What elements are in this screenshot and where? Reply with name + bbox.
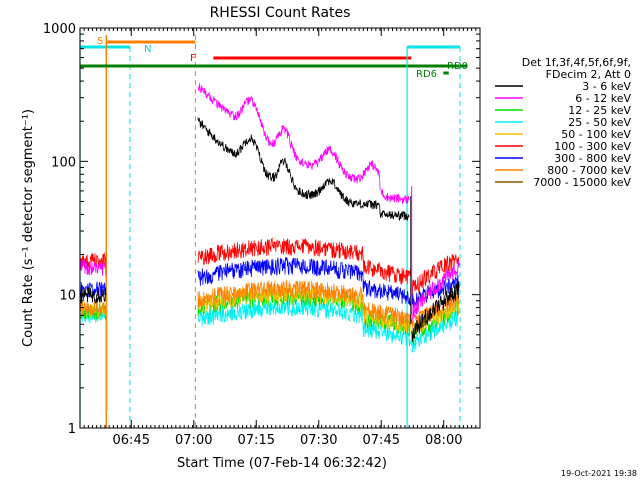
legend-label-b7000_15000: 7000 - 15000 keV — [533, 176, 631, 189]
legend: Det 1f,3f,4f,5f,6f,9f, FDecim 2, Att 0 3… — [495, 56, 631, 189]
series-line-b50_100-flare — [197, 285, 411, 333]
legend-label-b300_800: 300 - 800 keV — [554, 152, 631, 165]
flag-label-f: F — [190, 53, 196, 64]
flag-label-rd0: RD0 — [447, 61, 468, 72]
series-line-b800_7000-flare — [197, 279, 411, 328]
legend-label-b6_12: 6 - 12 keV — [575, 92, 631, 105]
generation-timestamp: 19-Oct-2021 19:38 — [561, 469, 637, 478]
x-tick-label: 07:30 — [300, 433, 337, 448]
legend-header-line-1: Det 1f,3f,4f,5f,6f,9f, — [522, 56, 631, 69]
x-tick-label: 07:00 — [175, 433, 212, 448]
x-tick-label: 07:45 — [363, 433, 400, 448]
x-tick-label: 07:15 — [238, 433, 275, 448]
legend-label-b800_7000: 800 - 7000 keV — [547, 164, 631, 177]
legend-label-b50_100: 50 - 100 keV — [561, 128, 631, 141]
chart-title: RHESSI Count Rates — [210, 5, 351, 21]
series-line-b100_300-post — [411, 253, 460, 295]
flag-label-rd6: RD6 — [416, 69, 437, 80]
y-tick-label: 1 — [68, 422, 76, 437]
series-line-b100_300-flare — [197, 237, 411, 285]
series-line-b800_7000-post — [411, 291, 460, 328]
axes: 1 10 100 1000 06:45 07:00 07:15 07:30 07:45 08:00 — [43, 22, 481, 448]
y-tick-label: 100 — [51, 155, 76, 170]
x-tick-label: 06:45 — [113, 433, 150, 448]
legend-label-b12_25: 12 - 25 keV — [568, 104, 631, 117]
y-axis-label: Count Rate (s⁻¹ detector segment⁻¹) — [21, 109, 36, 347]
series-line-b6_12-post — [411, 260, 460, 323]
series-line-b300_800-post — [411, 274, 460, 309]
series-line-b3_6-post — [411, 281, 460, 343]
legend-label-b3_6: 3 - 6 keV — [582, 80, 631, 93]
series-line-b800_7000-pre — [80, 300, 107, 317]
legend-label-b25_50: 25 - 50 keV — [568, 116, 631, 129]
series-line-b300_800-flare — [197, 256, 411, 306]
series-line-b3_6-pre — [80, 287, 107, 304]
plot-area: S N F RD0 RD6 — [79, 28, 468, 428]
y-tick-label: 10 — [59, 289, 76, 304]
x-tick-label: 08:00 — [425, 433, 462, 448]
series-line-b3_6-flare — [197, 117, 410, 221]
legend-header-line-2: FDecim 2, Att 0 — [546, 68, 631, 81]
y-tick-label: 1000 — [43, 22, 76, 37]
plot-frame — [79, 27, 481, 429]
flag-label-n: N — [144, 44, 151, 55]
x-axis-label: Start Time (07-Feb-14 06:32:42) — [177, 456, 387, 471]
flag-label-s: S — [97, 36, 103, 47]
legend-label-b100_300: 100 - 300 keV — [554, 140, 631, 153]
series-line-b6_12-pre — [80, 258, 107, 276]
series-line-b6_12-flare — [197, 83, 410, 204]
